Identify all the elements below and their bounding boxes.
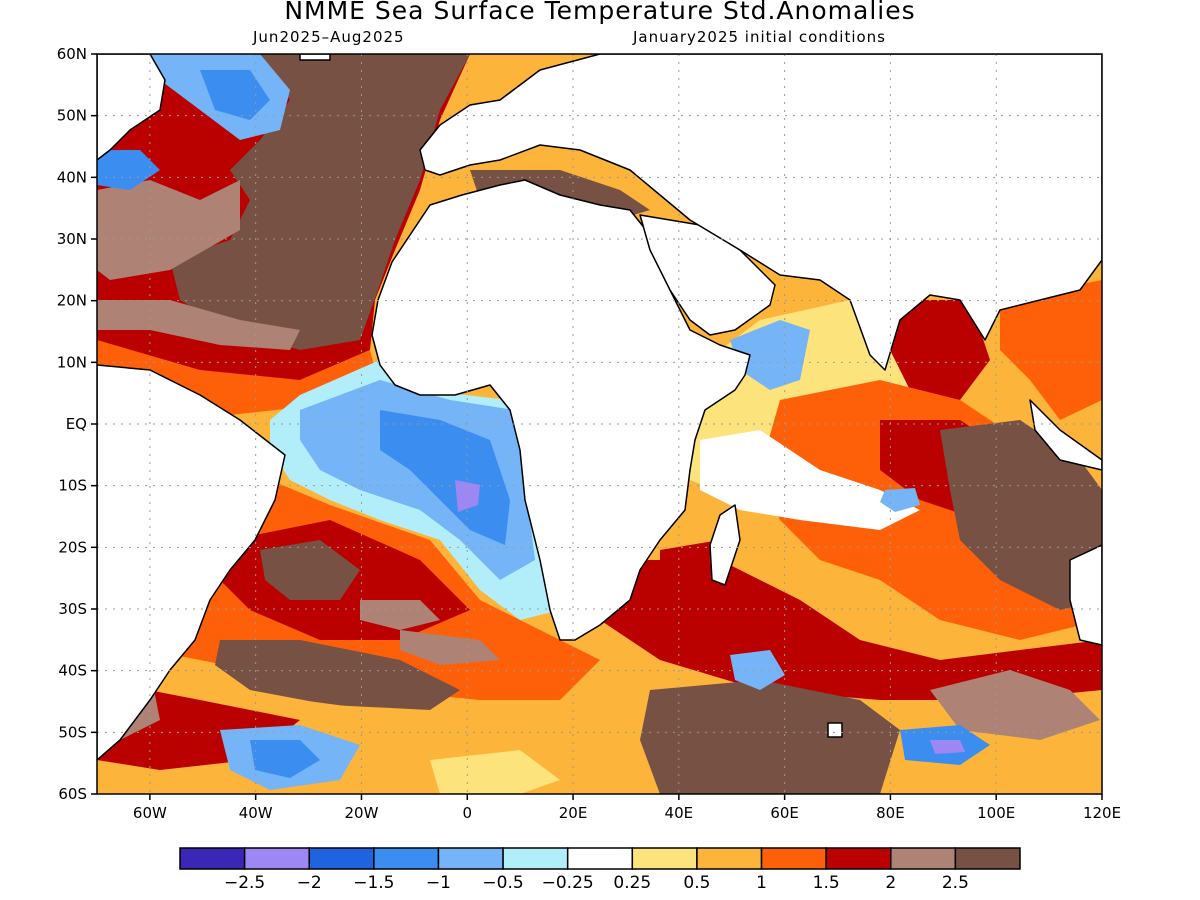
subtropical-tan — [97, 300, 300, 350]
colorbar-swatch — [825, 847, 892, 870]
lat-label: 20N — [57, 292, 87, 310]
south-atlantic-brown-1 — [260, 540, 360, 600]
lat-label: 40S — [58, 662, 87, 680]
colorbar-swatch — [696, 847, 763, 870]
colorbar-swatch — [179, 847, 246, 870]
colorbar-swatch — [502, 847, 569, 870]
colorbar-label: 1.5 — [813, 873, 840, 893]
sumatra-java — [1029, 399, 1102, 471]
colorbar-swatch — [373, 847, 440, 870]
colorbar-swatch — [954, 847, 1021, 870]
indian-cold-blob — [730, 650, 785, 690]
southern-ocean-cold-core — [250, 740, 320, 778]
colorbar-swatch — [631, 847, 698, 870]
atlantic-cold-center — [380, 410, 510, 545]
colorbar-label: −0.25 — [542, 873, 594, 893]
graticule — [97, 54, 1102, 794]
colorbar-label: 2 — [885, 873, 896, 893]
australia — [1069, 544, 1102, 646]
colorbar-label: −2.5 — [224, 873, 265, 893]
lon-label: 20E — [559, 804, 588, 822]
africa — [371, 179, 751, 641]
lon-label: 40E — [665, 804, 694, 822]
north-atlantic-tan — [97, 180, 240, 280]
colorbar-swatch — [760, 847, 827, 870]
longitude-axis: 60W 40W 20W 0 20E 40E 60E 80E 100E 120E — [133, 794, 1121, 822]
forecast-period: Jun2025–Aug2025 — [253, 28, 405, 46]
kerguelen — [827, 722, 843, 738]
south-atlantic-tan — [360, 600, 440, 630]
colorbar-label: −1 — [426, 873, 451, 893]
lat-label: EQ — [66, 415, 87, 433]
south-america — [97, 364, 286, 761]
colorbar-label: −1.5 — [353, 873, 394, 893]
colorbar-label: 2.5 — [942, 873, 969, 893]
colorbar-swatch — [243, 847, 310, 870]
eastern-indian-brown — [940, 420, 1102, 610]
lon-label: 0 — [462, 804, 472, 822]
newfoundland-blue — [97, 150, 160, 190]
lon-label: 120E — [1083, 804, 1121, 822]
colorbar-swatch — [566, 847, 634, 870]
lon-label: 60W — [133, 804, 167, 822]
colorbar-label: 0.25 — [613, 873, 651, 893]
south-indian-cold-core — [930, 740, 965, 754]
labrador-blue-deep — [200, 70, 270, 120]
lat-label: 20S — [58, 538, 87, 556]
south-indian-brown — [640, 680, 900, 794]
north-america — [97, 54, 166, 161]
colorbar-label: 0.5 — [683, 873, 710, 893]
madagascar — [709, 504, 741, 586]
bay-of-bengal-red — [890, 300, 990, 400]
lon-label: 40W — [239, 804, 273, 822]
lat-label: 60S — [58, 785, 87, 803]
land — [97, 54, 1102, 761]
arabian-sea-cold — [730, 320, 810, 390]
greenland-iceland — [299, 54, 331, 61]
lat-label: 60N — [57, 45, 87, 63]
south-china-sea-orange — [1000, 280, 1102, 420]
south-indian-tan — [930, 670, 1100, 740]
lat-label: 30S — [58, 600, 87, 618]
lat-label: 10N — [57, 353, 87, 371]
lat-label: 50N — [57, 107, 87, 125]
indian-white-patch — [700, 430, 920, 530]
initial-conditions: January2025 initial conditions — [633, 28, 886, 46]
colorbar-swatch — [437, 847, 504, 870]
colorbar-label: −0.5 — [482, 873, 523, 893]
colorbar-label: 1 — [756, 873, 767, 893]
latitude-axis: 60N 50N 40N 30N 20N 10N EQ 10S 20S 30S 40S 50S 60S — [57, 45, 97, 803]
anomaly-field — [97, 54, 1102, 794]
lat-label: 40N — [57, 168, 87, 186]
lat-label: 30N — [57, 230, 87, 248]
map-title: NMME Sea Surface Temperature Std.Anomali… — [284, 0, 916, 25]
europe — [419, 54, 1102, 371]
south-atlantic-tan-2 — [400, 630, 500, 665]
lon-label: 60E — [770, 804, 799, 822]
lon-label: 20W — [345, 804, 379, 822]
colorbar-swatch — [308, 847, 375, 870]
colorbar-swatch — [890, 847, 957, 870]
south-atlantic-brown-2 — [215, 640, 460, 710]
lat-label: 50S — [58, 723, 87, 741]
colorbar: −2.5 −2 −1.5 −1 −0.5 −0.25 0.25 0.5 1 1.5 2 2.5 — [179, 847, 1021, 893]
lon-label: 100E — [977, 804, 1015, 822]
colorbar-label: −2 — [297, 873, 322, 893]
southern-ocean-yellow — [430, 750, 560, 794]
north-atlantic-brown — [170, 54, 470, 350]
lat-label: 10S — [58, 477, 87, 495]
lon-label: 80E — [876, 804, 905, 822]
